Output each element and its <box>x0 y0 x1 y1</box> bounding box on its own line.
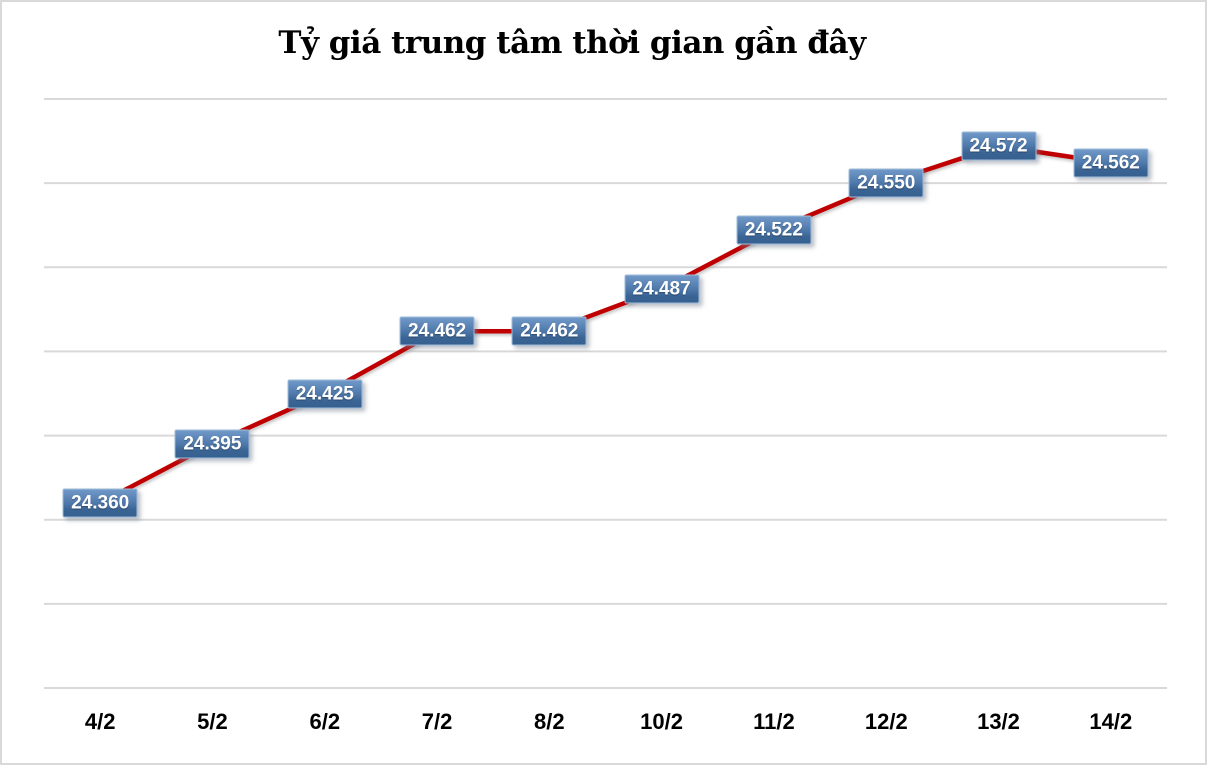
chart-title: Tỷ giá trung tâm thời gian gần đây <box>278 25 866 61</box>
series-line <box>97 143 1114 506</box>
